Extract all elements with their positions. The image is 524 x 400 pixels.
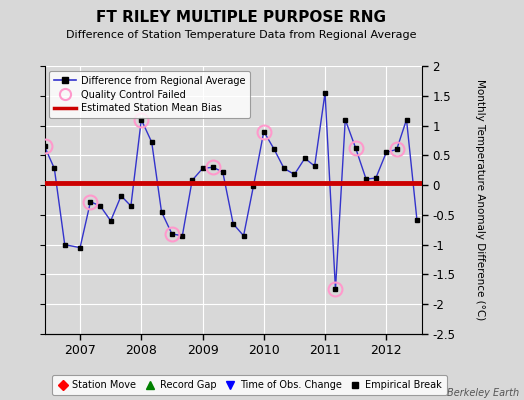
Text: FT RILEY MULTIPLE PURPOSE RNG: FT RILEY MULTIPLE PURPOSE RNG <box>96 10 386 25</box>
Legend: Difference from Regional Average, Quality Control Failed, Estimated Station Mean: Difference from Regional Average, Qualit… <box>49 71 250 118</box>
Text: Difference of Station Temperature Data from Regional Average: Difference of Station Temperature Data f… <box>66 30 416 40</box>
Text: Berkeley Earth: Berkeley Earth <box>446 388 519 398</box>
Y-axis label: Monthly Temperature Anomaly Difference (°C): Monthly Temperature Anomaly Difference (… <box>475 79 485 321</box>
Legend: Station Move, Record Gap, Time of Obs. Change, Empirical Break: Station Move, Record Gap, Time of Obs. C… <box>52 376 446 395</box>
